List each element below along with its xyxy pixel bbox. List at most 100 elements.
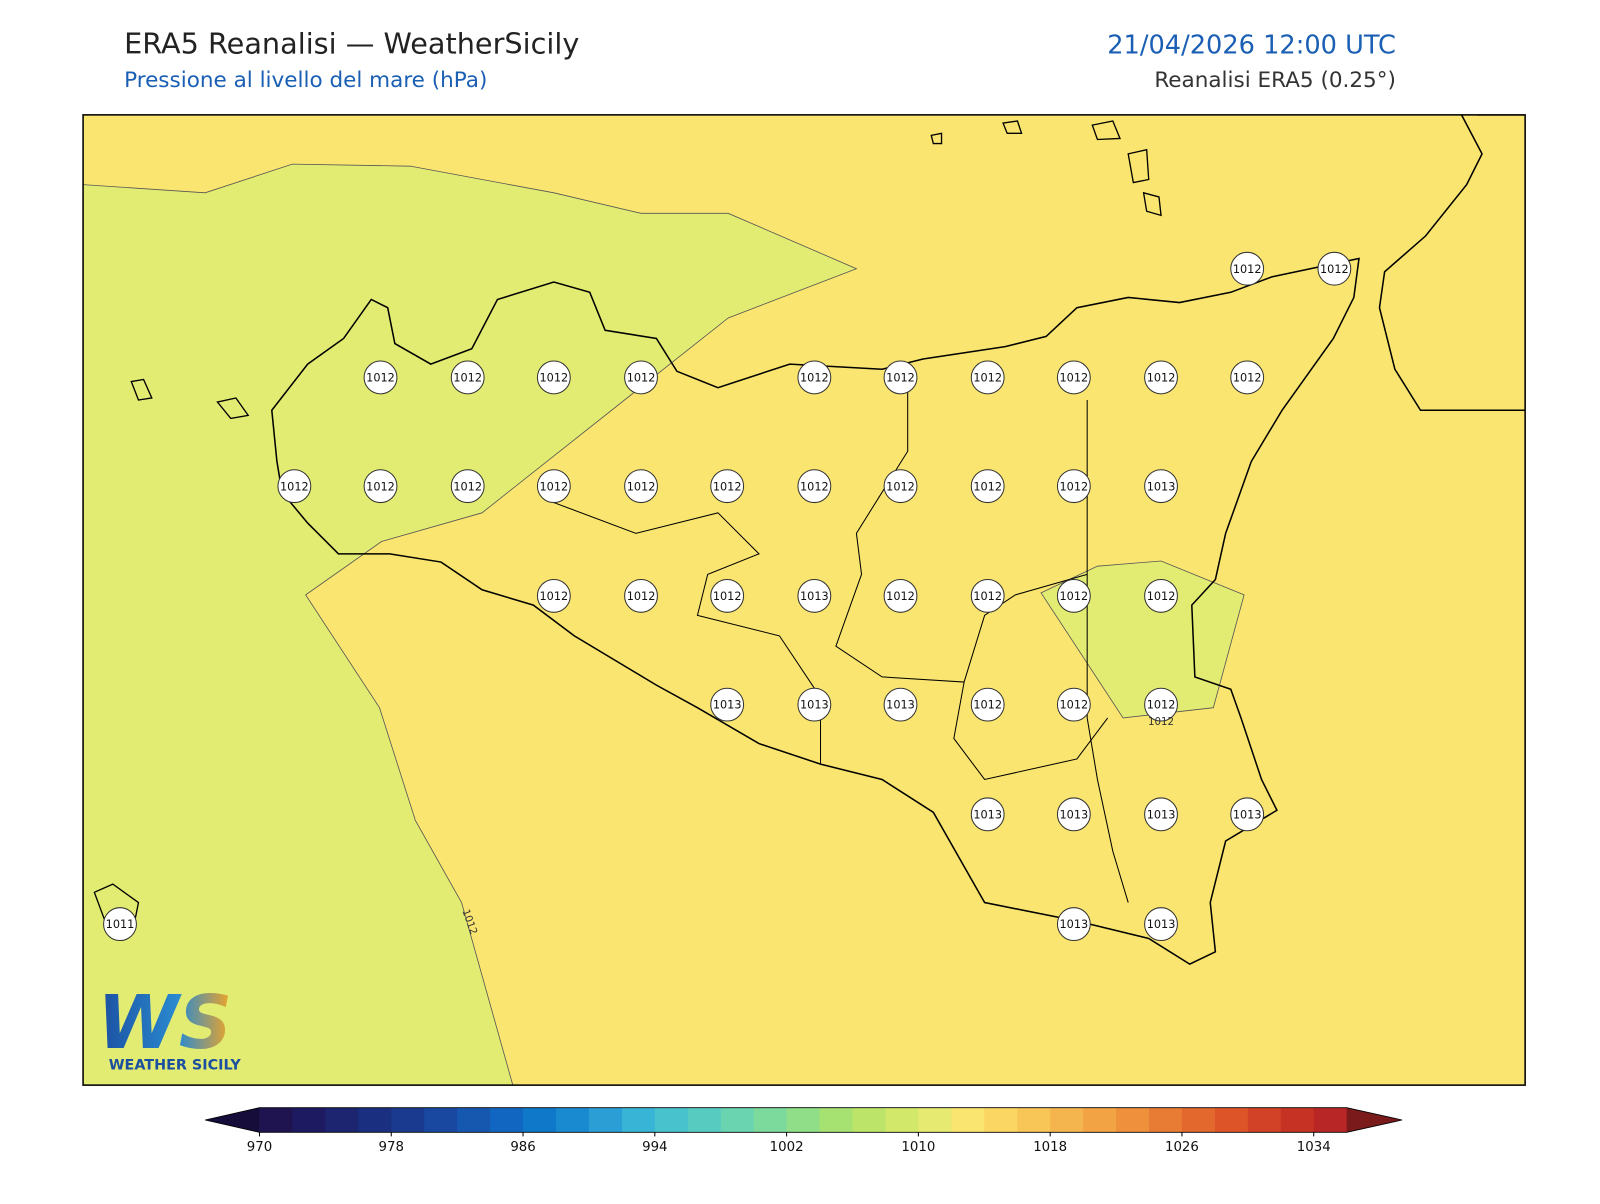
station-marker	[970, 687, 1005, 722]
station-marker	[1144, 797, 1178, 832]
station-marker	[883, 687, 918, 722]
colorbar-tick-label: 1002	[770, 1140, 804, 1155]
colorbar-tick-label: 994	[642, 1140, 667, 1155]
station-value: 1012	[800, 480, 829, 493]
station-value: 1012	[453, 480, 482, 493]
station-value: 1012	[540, 480, 569, 493]
station-marker	[1230, 797, 1265, 832]
station-marker	[624, 578, 658, 613]
station-marker	[797, 360, 832, 395]
station-value: 1012	[886, 590, 915, 603]
station-marker	[1144, 907, 1178, 942]
station-marker	[450, 469, 485, 504]
island	[930, 132, 943, 145]
station-marker	[103, 907, 137, 942]
logo: WS WEATHER SICILY	[97, 980, 241, 1074]
colorbar-segment	[588, 1107, 623, 1133]
colorbar-segment	[1083, 1107, 1117, 1133]
station-value: 1012	[886, 372, 915, 385]
station-value: 1012	[1147, 699, 1176, 712]
station-value: 1012	[1233, 263, 1262, 276]
island	[1127, 148, 1150, 184]
colorbar-segment	[1313, 1107, 1348, 1133]
station-value: 1013	[886, 699, 915, 712]
station-value: 1013	[800, 699, 829, 712]
colorbar-segment	[292, 1107, 326, 1133]
island	[216, 397, 250, 420]
station-value: 1012	[1060, 480, 1089, 493]
station-marker	[970, 578, 1005, 613]
station-value: 1013	[1060, 918, 1089, 931]
colorbar-segment	[523, 1107, 557, 1133]
station-marker	[1230, 251, 1265, 286]
station-marker	[970, 360, 1005, 395]
colorbar-segment	[490, 1107, 524, 1133]
colorbar-segment	[1214, 1107, 1249, 1133]
colorbar-segment	[1050, 1107, 1084, 1133]
station-value: 1011	[106, 918, 135, 931]
colorbar-segment	[259, 1107, 293, 1133]
island	[1091, 120, 1121, 141]
station-value: 1012	[1320, 263, 1349, 276]
station-value: 1012	[1060, 372, 1089, 385]
station-value: 1012	[366, 372, 395, 385]
coastline	[270, 257, 1360, 965]
colorbar-segment	[687, 1107, 722, 1133]
colorbar-extend-low	[205, 1107, 260, 1133]
station-marker	[883, 469, 918, 504]
map-frame	[82, 114, 1526, 1086]
contour-label: 1012	[1148, 716, 1174, 728]
colorbar-tick-label: 986	[510, 1140, 535, 1155]
station-marker	[970, 797, 1005, 832]
station-marker	[1056, 578, 1091, 613]
station-marker	[710, 687, 745, 722]
colorbar-tick-label: 1026	[1165, 1140, 1199, 1155]
pressure-band	[83, 163, 858, 1086]
colorbar-segment	[852, 1107, 886, 1133]
station-value: 1012	[886, 480, 915, 493]
island	[130, 378, 153, 401]
station-marker	[536, 360, 571, 395]
station-value: 1012	[1147, 590, 1176, 603]
station-value: 1012	[1147, 372, 1176, 385]
colorbar-segment	[984, 1107, 1018, 1133]
station-marker	[883, 578, 918, 613]
colorbar-segment	[358, 1107, 392, 1133]
station-marker	[1144, 469, 1178, 504]
colorbar-segment	[621, 1107, 656, 1133]
colorbar-tick-label: 1018	[1033, 1140, 1067, 1155]
station-value: 1012	[540, 590, 569, 603]
station-value: 1012	[540, 372, 569, 385]
colorbar-segment	[885, 1107, 919, 1133]
station-value: 1012	[713, 480, 742, 493]
station-marker	[797, 469, 832, 504]
colorbar-segment	[720, 1107, 755, 1133]
colorbar-segment	[1116, 1107, 1150, 1133]
map: 1012 1012 1012 1012 1012 1012 1012 1012 1012 1012…	[83, 114, 1526, 1086]
colorbar-segment	[951, 1107, 985, 1133]
island	[1002, 120, 1023, 134]
station-value: 1012	[973, 590, 1002, 603]
source: Reanalisi ERA5 (0.25°)	[1154, 68, 1396, 93]
colorbar-tick-label: 970	[247, 1140, 272, 1155]
colorbar-tick-label: 978	[379, 1140, 404, 1155]
colorbar-segment	[1280, 1107, 1315, 1133]
station-marker	[1144, 687, 1178, 722]
station-marker	[363, 469, 398, 504]
station-marker	[1144, 360, 1178, 395]
station-value: 1013	[713, 699, 742, 712]
station-marker	[883, 360, 918, 395]
colorbar-segment	[1017, 1107, 1051, 1133]
station-value: 1012	[973, 699, 1002, 712]
station-value: 1012	[453, 372, 482, 385]
station-marker	[797, 687, 832, 722]
station-value: 1013	[1147, 808, 1176, 821]
station-value: 1012	[627, 590, 656, 603]
station-marker	[277, 469, 312, 504]
station-value: 1013	[1147, 918, 1176, 931]
island	[1142, 191, 1162, 217]
station-value: 1012	[713, 590, 742, 603]
colorbar-extend-high	[1346, 1107, 1403, 1133]
colorbar-segment	[457, 1107, 491, 1133]
